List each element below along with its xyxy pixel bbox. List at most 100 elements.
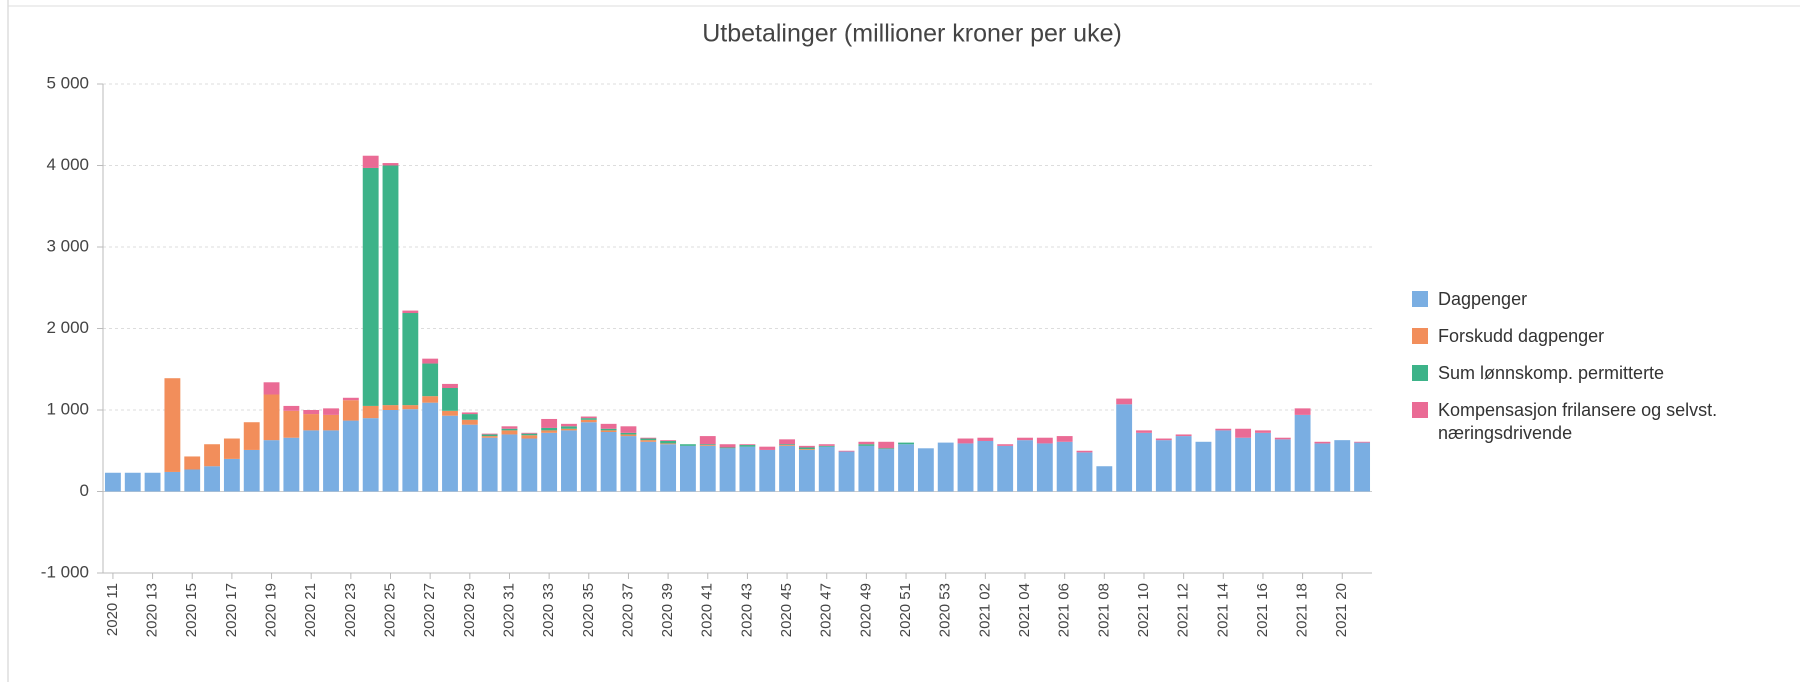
bar-segment [917,448,934,492]
bar-segment [878,448,895,450]
x-tick-label: 2020 21 [302,583,319,637]
bar-segment [798,445,815,448]
bar-segment [739,446,756,492]
legend-swatch [1412,328,1428,344]
bar-segment [402,310,419,314]
bar-segment [104,472,121,492]
bar-segment [382,165,399,406]
bar-segment [759,449,776,492]
bar-segment [1274,437,1291,440]
bar-segment [501,430,518,435]
bar-segment [1274,439,1291,492]
bar-segment [521,432,538,434]
bar-segment [719,447,736,449]
bar-segment [600,428,617,431]
bar-segment [422,363,439,397]
x-tick-label: 2020 29 [461,583,478,637]
x-tick-label: 2021 18 [1294,583,1311,637]
bar-segment [342,400,359,421]
x-tick-label: 2020 13 [144,583,161,637]
x-tick-label: 2021 08 [1095,583,1112,637]
bar-segment [997,444,1014,446]
bar-segment [878,449,895,492]
bar-segment [362,405,379,419]
bar-segment [164,471,181,492]
x-tick-label: 2021 20 [1333,583,1350,637]
bar-segment [362,167,379,406]
bar-segment [382,410,399,492]
bar-segment [1096,466,1113,492]
bar-segment [977,440,994,492]
bar-segment [779,439,796,445]
bar-segment [144,472,161,492]
bar-segment [243,449,260,492]
bar-segment [323,430,339,492]
x-tick-label: 2020 47 [818,583,835,637]
bar-segment [442,387,458,411]
legend-swatch [1412,365,1428,381]
bar-segment [1056,436,1073,442]
bar-segment [481,434,498,437]
x-tick-label: 2020 15 [183,583,200,637]
bar-segment [977,437,994,441]
bar-segment [620,432,637,435]
x-tick-label: 2021 12 [1175,583,1192,637]
bar-segment [640,441,657,492]
bar-segment [699,436,716,445]
bar-segment [342,397,359,401]
bar-segment [699,445,716,492]
bar-segment [679,444,696,446]
bar-segment [1354,442,1371,492]
bar-segment [501,428,518,431]
bar-segment [1155,440,1172,492]
bar-segment [580,418,597,420]
x-tick-label: 2020 23 [342,583,359,637]
bar-segment [382,405,399,410]
legend-item: Kompensasjon frilansere og selvst. nærin… [1412,399,1742,445]
bar-segment [263,382,280,395]
bar-segment [1036,437,1053,444]
bar-segment [640,437,657,439]
x-tick-label: 2021 10 [1135,583,1152,637]
x-tick-label: 2020 27 [421,583,438,637]
bar-segment [124,472,141,492]
bar-segment [858,444,875,446]
x-tick-label: 2020 41 [699,583,716,637]
bar-segment [362,155,379,168]
bar-segment [620,436,637,492]
x-tick-label: 2021 16 [1254,583,1271,637]
x-tick-label: 2020 53 [937,583,954,637]
bar-segment [640,440,657,442]
bar-segment [818,445,835,447]
bar-segment [1215,428,1232,431]
bar-segment [521,433,538,436]
bar-segment [1195,441,1212,492]
bar-segment [184,469,201,492]
bar-segment [660,440,677,444]
bar-segment [1314,441,1331,444]
bar-segment [303,430,320,492]
x-tick-label: 2020 35 [580,583,597,637]
bar-segment [620,426,637,433]
x-tick-label: 2021 02 [976,583,993,637]
x-tick-label: 2020 51 [897,583,914,637]
y-tick-label: 1 000 [46,399,89,418]
bar-segment [422,358,439,364]
bar-segment [561,426,577,429]
bar-segment [561,428,577,431]
bar-segment [461,424,478,492]
bar-segment [442,415,458,492]
bar-segment [303,414,320,431]
bar-segment [1056,441,1073,492]
bar-segment [1235,437,1252,492]
bar-segment [580,416,597,419]
bar-segment [719,444,736,448]
bar-segment [1136,432,1152,492]
bar-segment [620,434,637,437]
bar-segment [382,163,399,166]
bar-segment [1255,432,1271,492]
bar-segment [1294,414,1311,492]
y-tick-label: 0 [80,481,89,500]
legend-item: Forskudd dagpenger [1412,325,1742,348]
